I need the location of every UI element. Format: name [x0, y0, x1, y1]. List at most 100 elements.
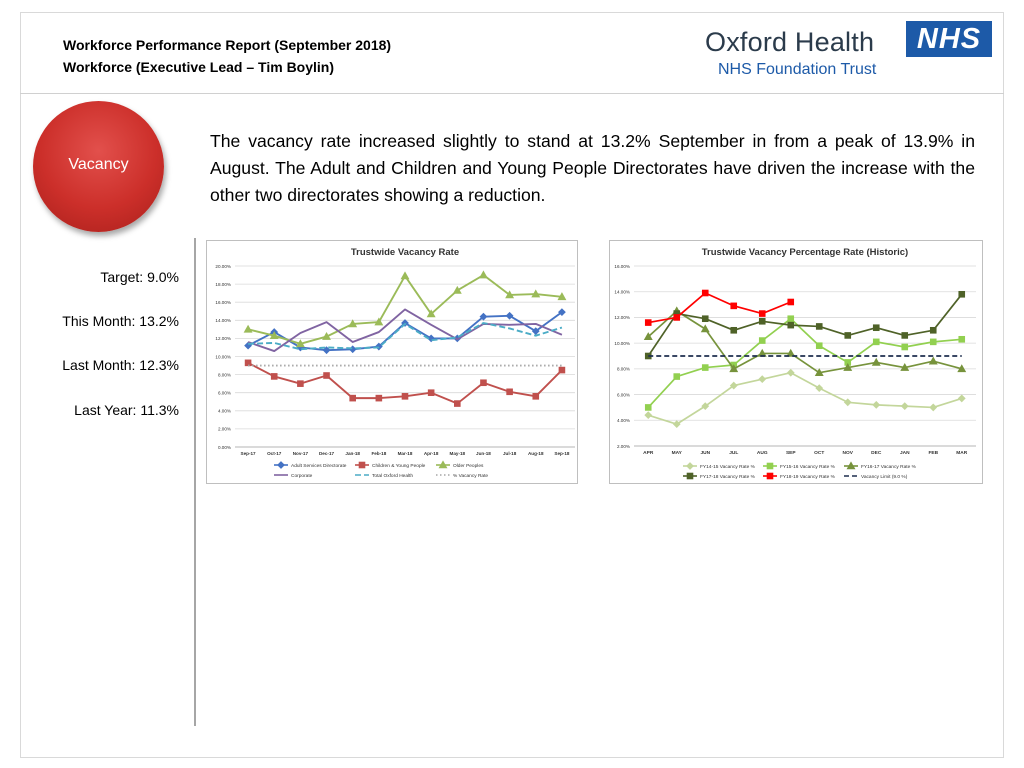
legend-marker	[686, 472, 694, 480]
data-point	[349, 394, 356, 402]
data-point	[348, 345, 357, 354]
legend-label: Children & Young People	[372, 463, 426, 469]
vacancy-badge	[33, 101, 164, 232]
data-point	[673, 373, 681, 380]
series-line	[248, 322, 563, 351]
trustwide-vacancy-chart-box: Trustwide Vacancy Rate 0.00% 2.00% 4.00% 6.0…	[206, 240, 578, 484]
data-point	[374, 342, 383, 351]
data-point	[479, 270, 488, 279]
series-children-young-people	[244, 359, 566, 407]
y-tick-label: 2.00%	[218, 427, 231, 432]
x-tick-label: Oct-17	[267, 451, 282, 456]
series-line	[647, 371, 963, 425]
data-point	[901, 332, 909, 339]
x-tick-label: Sep-18	[554, 451, 570, 456]
legend-marker	[846, 461, 856, 470]
data-point	[295, 339, 305, 348]
data-point	[244, 359, 252, 367]
series-line	[647, 293, 963, 357]
data-point	[644, 319, 652, 326]
trustwide-vacancy-chart: Trustwide Vacancy Rate 0.00% 2.00% 4.00% 6.0…	[215, 247, 575, 479]
y-tick-label: 4.00%	[218, 409, 231, 414]
data-point	[532, 393, 540, 400]
kpi-target: Target: 9.0%	[100, 269, 179, 285]
data-point	[928, 356, 938, 365]
x-tick-label: AUG	[757, 450, 768, 456]
series-fy17-18-vacancy-rate-	[644, 290, 966, 360]
data-point	[322, 346, 331, 355]
data-point	[401, 393, 409, 400]
y-tick-label: 2.00%	[617, 444, 630, 449]
series-line	[647, 317, 962, 409]
data-point	[480, 379, 487, 387]
data-point	[929, 326, 937, 334]
data-point	[673, 314, 681, 321]
legend-label: FY15-16 Vacancy Rate %	[780, 464, 836, 470]
x-tick-label: Dec-17	[319, 451, 335, 456]
y-tick-label: 8.00%	[218, 372, 231, 377]
data-point	[701, 364, 709, 371]
x-tick-label: FEB	[928, 450, 938, 456]
data-point	[872, 338, 880, 346]
x-tick-label: Jan-18	[345, 451, 360, 456]
x-tick-label: MAY	[672, 450, 683, 456]
vacancy-badge-label: Vacancy	[68, 156, 129, 173]
series-fy16-17-vacancy-rate-	[643, 306, 967, 377]
data-point	[558, 308, 566, 317]
data-point	[815, 323, 823, 330]
data-point	[758, 310, 766, 317]
data-point	[644, 411, 653, 420]
x-tick-label: SEP	[786, 450, 796, 456]
kpi-last-year: Last Year: 11.3%	[74, 402, 179, 418]
series-fy14-15-vacancy-rate-	[644, 368, 966, 429]
kpi-last-month: Last Month: 12.3%	[62, 357, 179, 373]
historic-vacancy-chart-box: Trustwide Vacancy Percentage Rate (Histo…	[609, 240, 983, 484]
data-point	[814, 368, 824, 377]
data-point	[871, 357, 881, 366]
x-tick-label: MAR	[956, 450, 967, 456]
y-tick-label: 10.00%	[614, 341, 630, 346]
slide-frame	[20, 12, 1004, 758]
x-tick-label: JUL	[729, 450, 738, 456]
data-point	[557, 292, 567, 301]
data-point	[872, 324, 880, 332]
data-point	[506, 388, 513, 396]
x-tick-label: Jul-18	[503, 451, 517, 456]
data-point	[348, 319, 358, 328]
chart-title: Trustwide Vacancy Rate	[351, 247, 459, 258]
y-tick-label: 16.00%	[614, 264, 630, 269]
legend-label: Vacancy Limit (9.0 %)	[861, 474, 908, 480]
data-point	[375, 394, 383, 402]
historic-vacancy-chart: Trustwide Vacancy Percentage Rate (Histo…	[614, 247, 976, 480]
data-point	[323, 372, 330, 379]
report-header: Workforce Performance Report (September …	[63, 34, 391, 78]
chart-title: Trustwide Vacancy Percentage Rate (Histo…	[702, 247, 908, 258]
x-tick-label: OCT	[814, 450, 824, 456]
y-tick-label: 8.00%	[617, 367, 630, 372]
data-point	[958, 290, 966, 298]
series-line	[247, 311, 563, 352]
legend-marker	[686, 462, 694, 470]
data-point	[815, 342, 823, 350]
data-point	[901, 343, 909, 351]
legend-marker	[766, 462, 774, 470]
series-fy18-19-vacancy-rate-	[644, 289, 795, 326]
data-point	[730, 302, 738, 310]
legend-label: FY16-17 Vacancy Rate %	[861, 464, 917, 470]
data-point	[929, 403, 938, 412]
data-point	[730, 326, 738, 334]
x-tick-label: DEC	[871, 450, 882, 456]
series-total-oxford-health	[248, 322, 563, 351]
legend-marker	[438, 460, 448, 469]
y-tick-label: 6.00%	[218, 391, 231, 396]
logo-trust: NHS Foundation Trust	[718, 61, 877, 78]
data-point	[426, 309, 436, 318]
x-tick-label: Mar-18	[398, 451, 413, 456]
y-tick-label: 12.00%	[215, 336, 231, 341]
y-tick-label: 16.00%	[215, 300, 231, 305]
legend-label: FY18-19 Vacancy Rate %	[780, 474, 836, 480]
data-point	[701, 402, 710, 411]
data-point	[374, 317, 384, 326]
data-point	[452, 285, 462, 294]
x-tick-label: Nov-17	[293, 451, 309, 456]
